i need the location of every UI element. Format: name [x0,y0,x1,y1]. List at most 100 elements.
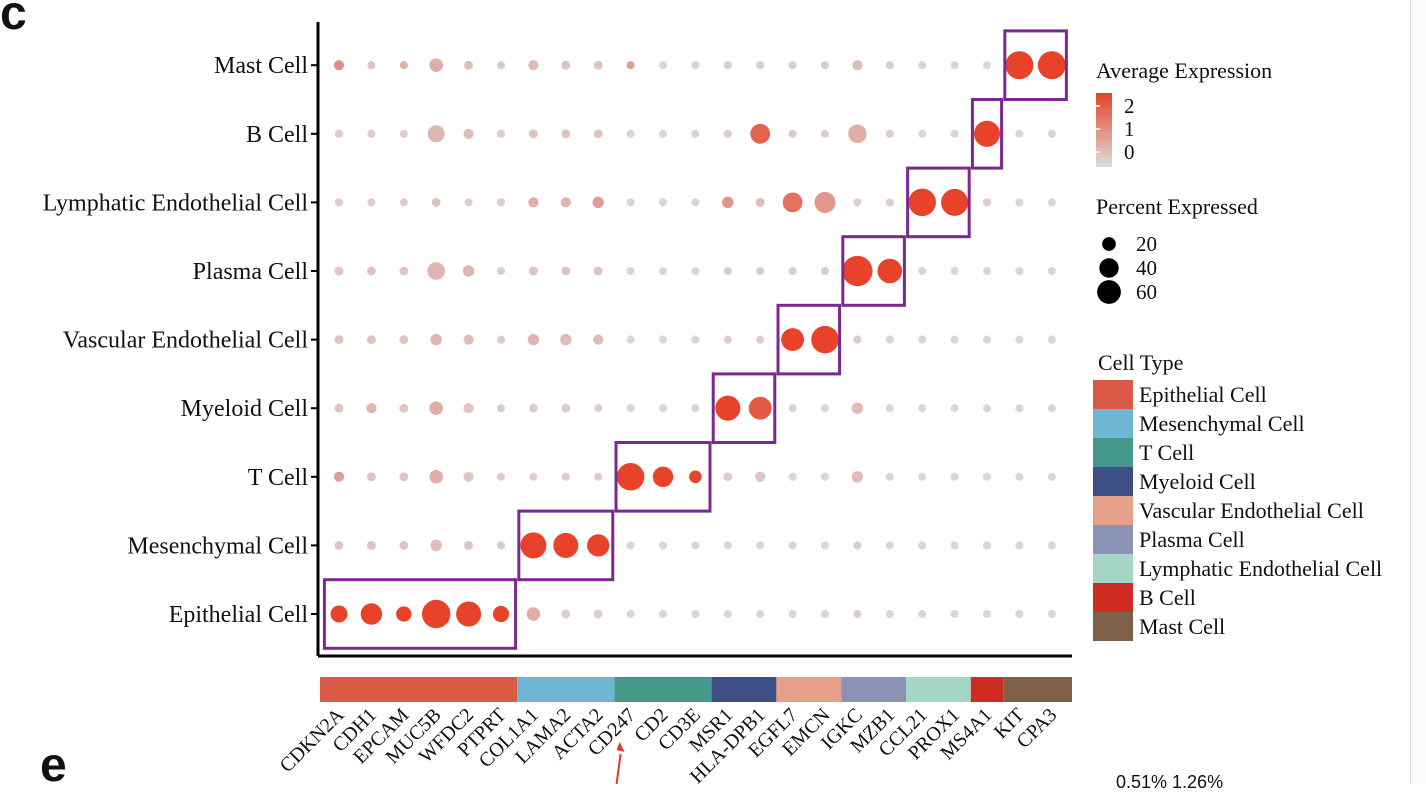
dot-point [587,534,610,557]
dot-point [1015,404,1024,413]
dot-point [1047,129,1056,138]
gene-group-bar-segment [841,677,906,702]
dot-point [464,198,473,207]
celltype-legend-swatch [1093,583,1133,612]
dot-point [427,262,446,280]
dot-point [877,258,903,284]
dot-point [723,335,732,344]
y-tick-label: Epithelial Cell [169,602,309,628]
dot-point [820,404,830,413]
y-tick-label: Mesenchymal Cell [127,533,308,559]
dot-point [689,470,702,484]
dot-point [658,609,668,619]
dot-point [658,129,668,138]
dot-point [1047,335,1056,344]
expression-scale-label: 2 [1124,94,1135,118]
dot-point [950,129,959,138]
dot-point [626,609,635,619]
dot-point [848,124,867,144]
dot-point [334,129,344,138]
legend-celltype-title: Cell Type [1098,350,1183,375]
marker-box [322,578,518,650]
dot-point [593,609,603,619]
dot-point [950,404,959,413]
celltype-legend-label: Mesenchymal Cell [1139,411,1305,436]
celltype-legend-label: Myeloid Cell [1139,469,1256,494]
dot-point [527,333,540,346]
dot-point [658,198,668,207]
percent-legend-dot [1097,280,1121,304]
dot-point [520,532,547,559]
marker-box [970,98,1004,170]
celltype-legend-swatch [1093,554,1133,583]
dot-point [982,198,992,207]
dot-point [1047,472,1056,481]
dot-point [462,265,475,277]
dot-point [788,129,797,138]
percent-legend-label: 40 [1136,256,1157,280]
dot-point [950,609,959,619]
dot-point [399,472,409,482]
dot-point [722,196,734,209]
dot-point [429,401,443,415]
dot-point [723,129,732,138]
dot-point [756,609,765,619]
dot-point [842,255,873,287]
y-tick-label: Plasma Cell [193,259,309,285]
dot-point [715,395,741,421]
dot-point [496,61,506,70]
dot-point [691,61,700,70]
dot-point [950,335,959,344]
dot-point [594,404,603,413]
dot-point [561,609,571,619]
dot-point [853,609,862,619]
dot-point [367,198,376,207]
dot-point [496,541,506,550]
celltype-legend-swatch [1093,612,1133,641]
dot-point [950,266,959,276]
dot-point [918,541,927,550]
dot-point [658,541,668,550]
dot-point [814,191,836,213]
dot-point [982,404,992,413]
dot-point [941,188,969,216]
dot-point [366,335,376,345]
dot-point [528,60,539,71]
dot-point [616,463,645,491]
dot-point [852,60,863,71]
dot-point [1015,541,1024,550]
dot-point [820,541,830,550]
celltype-legend-label: Mast Cell [1139,614,1225,639]
dot-point [561,129,571,139]
dot-point [853,198,862,207]
dot-point [456,601,482,627]
dot-point [950,541,959,550]
dot-point [560,197,571,208]
dot-point [431,197,441,207]
expression-scale-label: 1 [1124,117,1135,141]
dot-point [463,471,474,482]
marker-box [906,166,971,239]
dot-point [658,335,668,344]
dot-point [788,541,797,550]
dot-point [652,466,674,488]
dot-point [691,541,700,550]
celltype-legend-swatch [1093,380,1133,409]
dot-point [430,333,442,346]
dot-point [950,472,959,481]
celltype-legend-label: Vascular Endothelial Cell [1139,498,1364,523]
celltype-legend-swatch [1093,438,1133,467]
dot-point [592,196,604,209]
dot-point [973,120,1001,147]
dot-point [528,197,539,208]
celltype-legend-label: Epithelial Cell [1139,382,1267,407]
dot-point [885,541,894,550]
dot-point [399,198,408,207]
dot-point [330,605,348,623]
dot-point [399,335,409,345]
dot-point [463,403,474,414]
dot-point [723,266,732,276]
dot-point [360,603,383,625]
dot-point [367,61,376,70]
dot-point [982,266,992,276]
